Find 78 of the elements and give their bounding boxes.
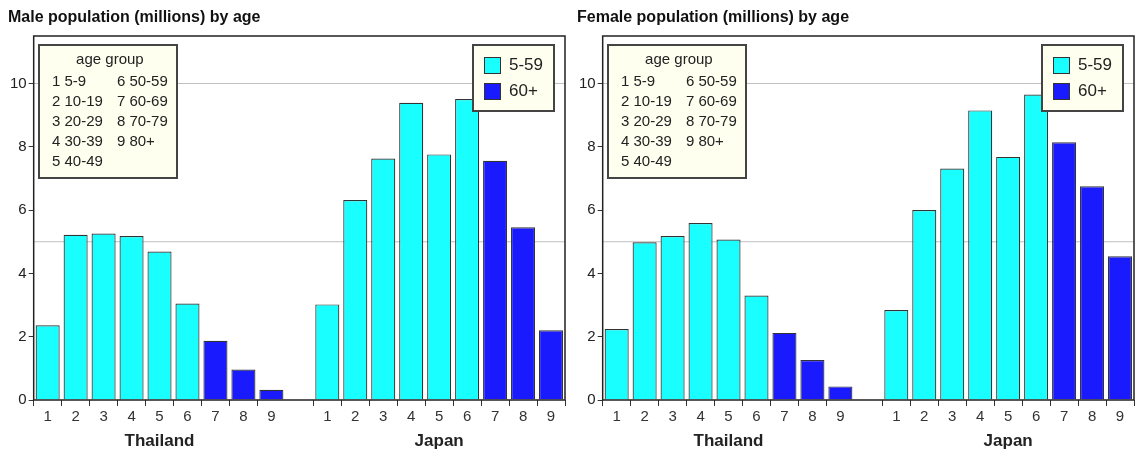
x-tick-label: 4 bbox=[407, 407, 416, 425]
x-tick-label: 6 bbox=[1031, 407, 1041, 425]
x-tick-label: 8 bbox=[1087, 407, 1097, 425]
x-tick-label: 8 bbox=[808, 407, 817, 425]
text: Japan bbox=[414, 431, 464, 450]
x-tick-label: 3 bbox=[99, 407, 108, 425]
annotation: 7 60-69 bbox=[116, 91, 168, 111]
annotation: age group bbox=[75, 50, 145, 67]
chart-title: Female population (millions) by age bbox=[577, 8, 850, 26]
y-tick-label: 2 bbox=[587, 326, 596, 344]
legend-label: 60+ bbox=[1077, 80, 1107, 102]
annotation: 4 30-39 bbox=[52, 131, 103, 151]
y-tick-label: 8 bbox=[18, 136, 27, 154]
annotation: 2 10-19 bbox=[621, 91, 672, 111]
annotation: 4 30-39 bbox=[621, 131, 672, 151]
annotation: 2 10-19 bbox=[52, 91, 103, 111]
x-tick-label: 6 bbox=[183, 407, 192, 425]
annotation: 9 80+ bbox=[116, 131, 156, 151]
x-tick-label: 4 bbox=[976, 407, 985, 425]
annotation: 6 50-59 bbox=[116, 71, 168, 91]
text: Thailand bbox=[693, 431, 764, 450]
x-tick-label: 7 bbox=[780, 407, 789, 425]
x-tick-label: 5 bbox=[724, 407, 733, 425]
x-tick-label: 5 bbox=[1003, 407, 1013, 425]
x-tick-label: 7 bbox=[1059, 407, 1069, 425]
x-tick-label: 7 bbox=[490, 407, 500, 425]
annotation: 8 70-79 bbox=[116, 111, 168, 131]
chart-title: Male population (millions) by age bbox=[8, 8, 261, 26]
annotation: 1 5-9 bbox=[52, 71, 88, 91]
annotation: 1 5-9 bbox=[621, 71, 657, 91]
annotation: age group bbox=[644, 50, 714, 67]
x-tick-label: 9 bbox=[1115, 407, 1125, 425]
x-tick-label: 2 bbox=[71, 407, 80, 425]
annotation: 3 20-29 bbox=[621, 111, 672, 131]
x-tick-label: 4 bbox=[127, 407, 136, 425]
x-tick-label: 3 bbox=[379, 407, 388, 425]
x-tick-label: 9 bbox=[836, 407, 845, 425]
annotation: 9 80+ bbox=[685, 131, 725, 151]
x-tick-label: 7 bbox=[211, 407, 220, 425]
x-tick-label: 1 bbox=[43, 407, 52, 425]
x-tick-label: 2 bbox=[640, 407, 649, 425]
x-tick-label: 2 bbox=[920, 407, 929, 425]
y-tick-label: 6 bbox=[587, 200, 596, 218]
x-tick-label: 9 bbox=[267, 407, 276, 425]
x-tick-label: 8 bbox=[518, 407, 528, 425]
x-tick-label: 8 bbox=[239, 407, 248, 425]
x-tick-label: 1 bbox=[612, 407, 621, 425]
legend-label: 5-59 bbox=[508, 54, 543, 76]
x-tick-label: 5 bbox=[155, 407, 164, 425]
annotation: 7 60-69 bbox=[685, 91, 737, 111]
text: Japan bbox=[983, 431, 1033, 450]
x-tick-label: 5 bbox=[434, 407, 444, 425]
y-tick-label: 4 bbox=[587, 263, 596, 281]
x-tick-label: 4 bbox=[696, 407, 705, 425]
x-tick-label: 6 bbox=[462, 407, 472, 425]
x-tick-label: 9 bbox=[546, 407, 556, 425]
y-tick-label: 8 bbox=[587, 136, 596, 154]
annotation: 8 70-79 bbox=[685, 111, 737, 131]
y-tick-label: 6 bbox=[18, 200, 27, 218]
y-tick-label: 10 bbox=[10, 73, 27, 91]
y-tick-label: 10 bbox=[579, 73, 596, 91]
x-tick-label: 1 bbox=[323, 407, 332, 425]
x-tick-label: 3 bbox=[948, 407, 957, 425]
text: Thailand bbox=[124, 431, 195, 450]
y-tick-label: 4 bbox=[18, 263, 27, 281]
annotation: 6 50-59 bbox=[685, 71, 737, 91]
y-tick-label: 0 bbox=[18, 390, 27, 408]
annotation: 5 40-49 bbox=[52, 151, 103, 171]
y-tick-label: 2 bbox=[18, 326, 27, 344]
x-tick-label: 6 bbox=[752, 407, 761, 425]
x-tick-label: 2 bbox=[351, 407, 360, 425]
legend-label: 60+ bbox=[508, 80, 538, 102]
x-tick-label: 3 bbox=[668, 407, 677, 425]
legend-label: 5-59 bbox=[1077, 54, 1112, 76]
annotation: 5 40-49 bbox=[621, 151, 672, 171]
annotation: 3 20-29 bbox=[52, 111, 103, 131]
y-tick-label: 0 bbox=[587, 390, 596, 408]
x-tick-label: 1 bbox=[892, 407, 901, 425]
